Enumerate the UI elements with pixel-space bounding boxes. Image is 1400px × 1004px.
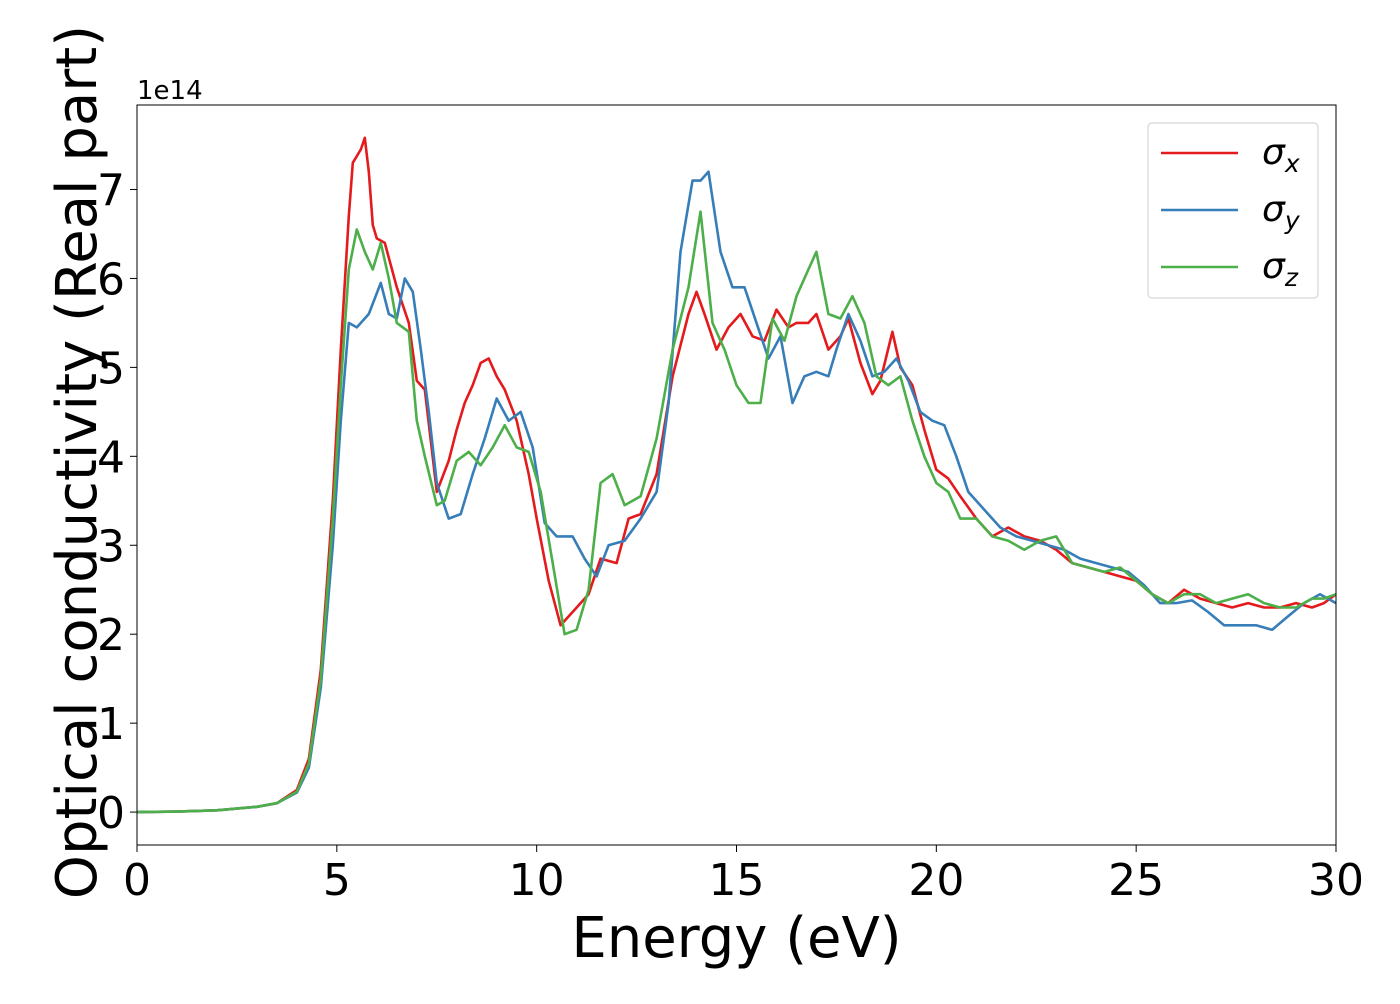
legend-label-y: σy: [1262, 189, 1301, 235]
legend-label-z: σz: [1262, 246, 1299, 292]
y-tick-label: 3: [97, 521, 125, 572]
x-tick-label: 25: [1108, 855, 1164, 906]
x-axis-label: Energy (eV): [571, 906, 901, 971]
y-tick-label: 6: [97, 254, 125, 305]
y-axis-ticks: 0 1 2 3 4 5 6 7: [97, 165, 137, 839]
y-tick-label: 7: [97, 165, 125, 216]
series-layer: [136, 136, 1337, 814]
series-line-y: [136, 170, 1337, 814]
series-line-z: [136, 210, 1337, 814]
legend: σx σy σz: [1147, 122, 1319, 299]
x-tick-label: 5: [323, 855, 351, 906]
x-tick-label: 20: [908, 855, 964, 906]
y-axis-offset-label: 1e14: [137, 76, 203, 106]
legend-label-x: σx: [1262, 132, 1300, 178]
y-tick-label: 5: [97, 343, 125, 394]
y-tick-label: 2: [97, 610, 125, 661]
y-axis-label: Optical conductivity (Real part): [45, 25, 110, 899]
y-tick-label: 1: [97, 699, 125, 750]
x-tick-label: 0: [123, 855, 151, 906]
y-tick-label: 4: [97, 432, 125, 483]
x-axis-ticks: 0 5 10 15 20 25 30: [123, 845, 1364, 906]
x-tick-label: 15: [709, 855, 765, 906]
y-tick-label: 0: [97, 788, 125, 839]
x-tick-label: 10: [509, 855, 565, 906]
x-tick-label: 30: [1308, 855, 1364, 906]
